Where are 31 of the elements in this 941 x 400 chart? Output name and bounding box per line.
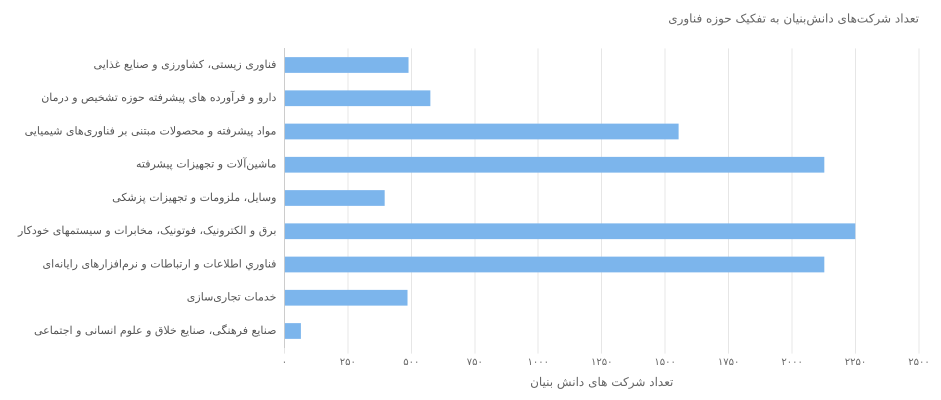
bar (284, 190, 385, 206)
x-tick-label: ۷۵۰ (466, 357, 483, 368)
bar (284, 323, 301, 339)
x-tick-label: ۲۵۰۰ (908, 357, 930, 368)
bar (284, 290, 408, 306)
bar (284, 124, 679, 140)
bar (284, 223, 856, 240)
chart-title: تعداد شرکت‌های دانش‌بنیان به تفکیک حوزه فناوری (668, 11, 919, 26)
y-tick-label: مواد پیشرفته و محصولات مبتنی بر فناوری‌های شیمیایی (24, 124, 277, 138)
y-tick-label: ماشین‌آلات و تجهیزات پیشرفته (136, 156, 277, 171)
y-tick-label: فناوری زیستی، کشاورزی و صنایع غذایی (94, 58, 276, 71)
y-tick-label: وسایل، ملزومات و تجهیزات پزشکی (112, 190, 276, 204)
x-tick-label: ۲۲۵۰ (844, 357, 866, 368)
y-tick-label: خدمات تجاری‌سازی (186, 290, 276, 304)
x-tick-label: ۵۰۰ (403, 357, 420, 368)
bar (284, 90, 430, 106)
y-tick-label: صنایع فرهنگی، صنایع خلاق و علوم انسانی و اجتماعی (34, 324, 276, 337)
x-tick-label: ۱۰۰۰ (528, 357, 549, 368)
y-tick-label: برق و الکترونیک، فوتونیک، مخابرات و سیستمهای خودکار (16, 224, 276, 238)
y-tick-label: فناوري اطلاعات و ارتباطات و نرم‌افزارهای رایانه‌ای (42, 257, 276, 270)
x-tick-label: ۱۵۰۰ (654, 357, 676, 368)
x-tick-label: ۱۷۵۰ (718, 357, 740, 368)
bar (284, 57, 409, 73)
bar (284, 156, 824, 173)
x-tick-label: ۱۲۵۰ (590, 357, 612, 368)
x-tick-label: ۲۰۰۰ (781, 357, 803, 368)
x-axis-title: تعداد شرکت های دانش بنیان (530, 374, 674, 389)
x-tick-label: ۲۵۰ (340, 357, 356, 368)
bar (284, 256, 824, 272)
x-tick-label: ۰ (282, 357, 288, 368)
y-tick-label: دارو و فرآورده های پیشرفته حوزه تشخیص و درمان (41, 90, 276, 104)
